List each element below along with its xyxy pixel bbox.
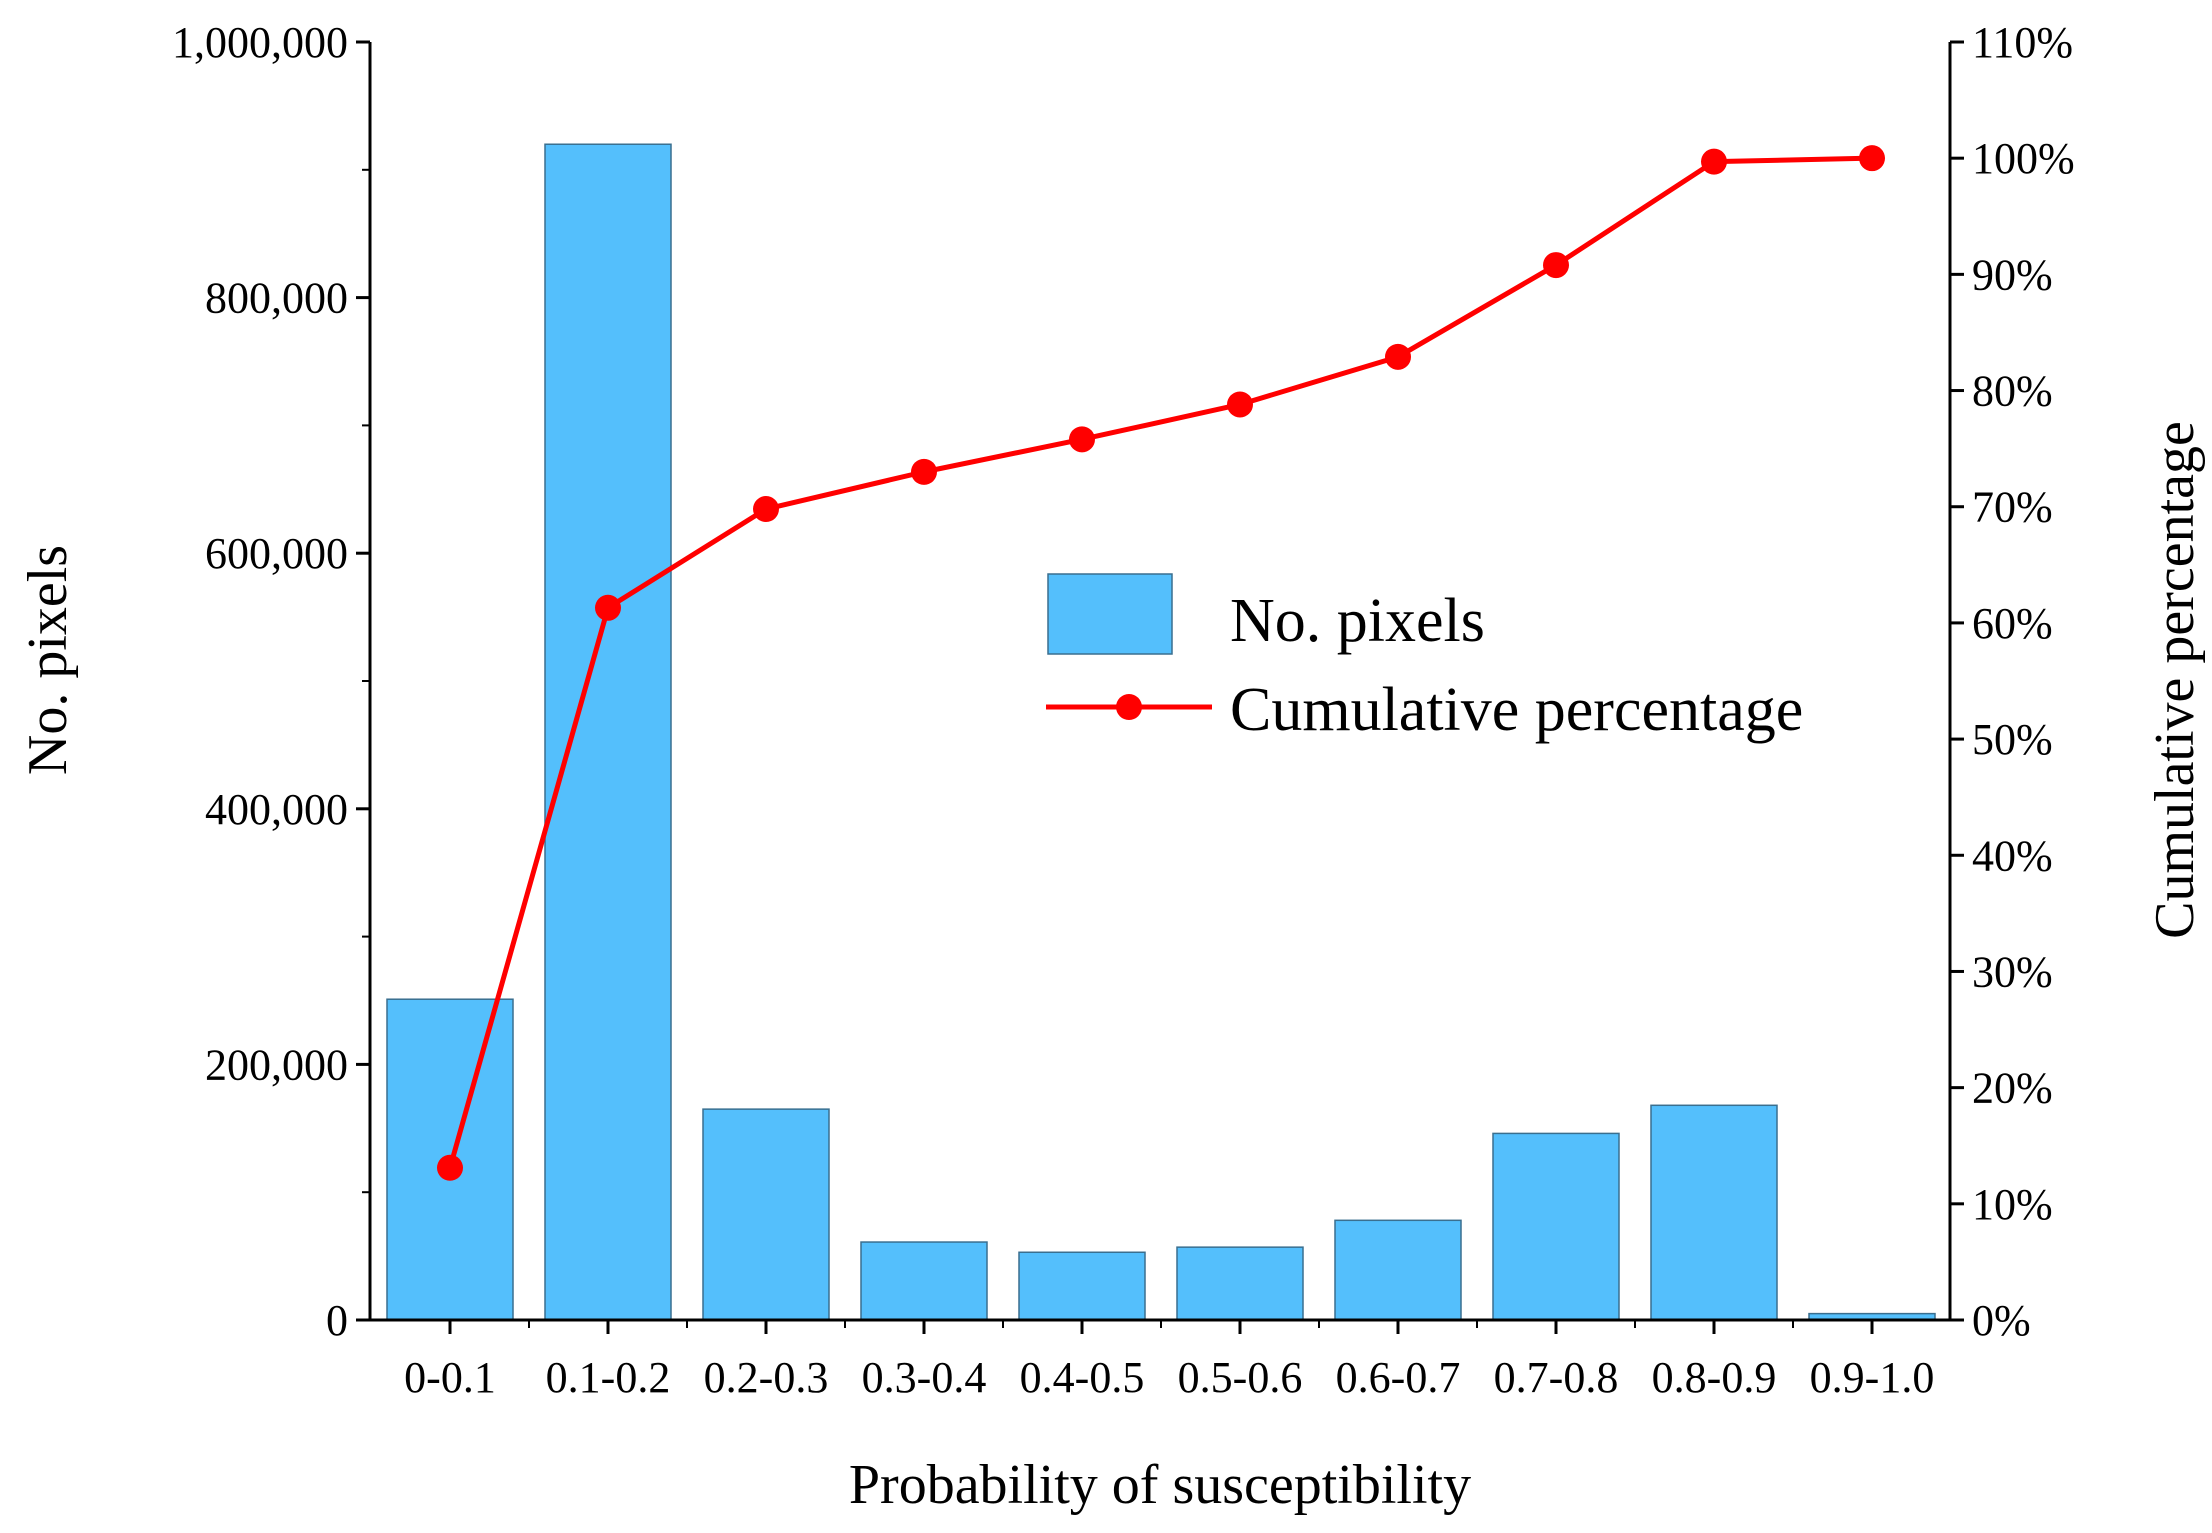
cumulative-point-0.9-1.0 — [1859, 145, 1885, 172]
cumulative-point-0.7-0.8 — [1543, 252, 1569, 279]
cumulative-point-0.2-0.3 — [753, 496, 779, 523]
left-y-tick-label: 200,000 — [205, 1040, 348, 1089]
x-axis-title: Probability of susceptibility — [849, 1454, 1471, 1516]
legend-label-line: Cumulative percentage — [1230, 676, 1803, 744]
bars-layer — [386, 143, 1936, 1321]
bar-0.6-0.7 — [1334, 1219, 1462, 1321]
cumulative-line-layer — [437, 145, 1885, 1181]
left-y-tick-label: 0 — [326, 1296, 348, 1345]
right-y-tick-label: 110% — [1972, 18, 2073, 67]
right-y-tick-label: 70% — [1972, 483, 2053, 532]
cumulative-point-0.3-0.4 — [911, 458, 937, 485]
left-y-tick-label: 600,000 — [205, 529, 348, 578]
right-y-tick-label: 40% — [1972, 831, 2053, 880]
x-tick-label: 0.5-0.6 — [1178, 1353, 1303, 1402]
x-tick-label: 0.9-1.0 — [1810, 1353, 1935, 1402]
x-tick-label: 0.2-0.3 — [704, 1353, 829, 1402]
bar-0.2-0.3 — [702, 1108, 830, 1321]
right-y-tick-label: 20% — [1972, 1064, 2053, 1113]
right-y-tick-label: 10% — [1972, 1180, 2053, 1229]
cumulative-point-0.6-0.7 — [1385, 343, 1411, 370]
cumulative-point-0.5-0.6 — [1227, 391, 1253, 418]
y-axis-title: No. pixels — [17, 545, 79, 775]
cumulative-point-0.8-0.9 — [1701, 148, 1727, 175]
x-tick-label: 0.6-0.7 — [1336, 1353, 1461, 1402]
right-y-tick-label: 60% — [1972, 599, 2053, 648]
left-y-tick-label: 400,000 — [205, 785, 348, 834]
right-y-tick-label: 100% — [1972, 134, 2075, 183]
legend-line-marker — [1116, 694, 1142, 720]
bar-0.4-0.5 — [1018, 1251, 1146, 1321]
cumulative-percentage-line — [447, 155, 1873, 1169]
bar-0.5-0.6 — [1176, 1246, 1304, 1321]
x-tick-label: 0.3-0.4 — [862, 1353, 987, 1402]
right-y-tick-label: 50% — [1972, 715, 2053, 764]
cumulative-point-0.1-0.2 — [595, 594, 621, 621]
right-y-tick-label: 80% — [1972, 367, 2053, 416]
bar-0.1-0.2 — [544, 143, 672, 1321]
right-y-tick-label: 0% — [1972, 1296, 2031, 1345]
bar-0.7-0.8 — [1492, 1132, 1620, 1321]
right-y-tick-label: 90% — [1972, 250, 2053, 299]
x-tick-label: 0.4-0.5 — [1020, 1353, 1145, 1402]
legend-bar-swatch — [1047, 573, 1173, 655]
y2-axis-title: Cumulative percentage — [2144, 421, 2206, 939]
bar-0.3-0.4 — [860, 1241, 988, 1321]
cumulative-point-0-0.1 — [437, 1154, 463, 1181]
legend: No. pixels Cumulative percentage — [1046, 573, 1803, 744]
left-y-tick-label: 1,000,000 — [172, 18, 348, 67]
right-y-tick-label: 30% — [1972, 947, 2053, 996]
legend-label-bars: No. pixels — [1230, 587, 1485, 655]
x-tick-label: 0.8-0.9 — [1652, 1353, 1777, 1402]
x-tick-label: 0-0.1 — [404, 1353, 496, 1402]
cumulative-point-0.4-0.5 — [1069, 426, 1095, 453]
x-tick-label: 0.1-0.2 — [546, 1353, 671, 1402]
bar-0.8-0.9 — [1650, 1104, 1778, 1321]
ticks-layer: 0 200,000 400,000 600,000 800,000 1,000,000 0%… — [172, 18, 2075, 1402]
left-y-tick-label: 800,000 — [205, 274, 348, 323]
x-tick-label: 0.7-0.8 — [1494, 1353, 1619, 1402]
